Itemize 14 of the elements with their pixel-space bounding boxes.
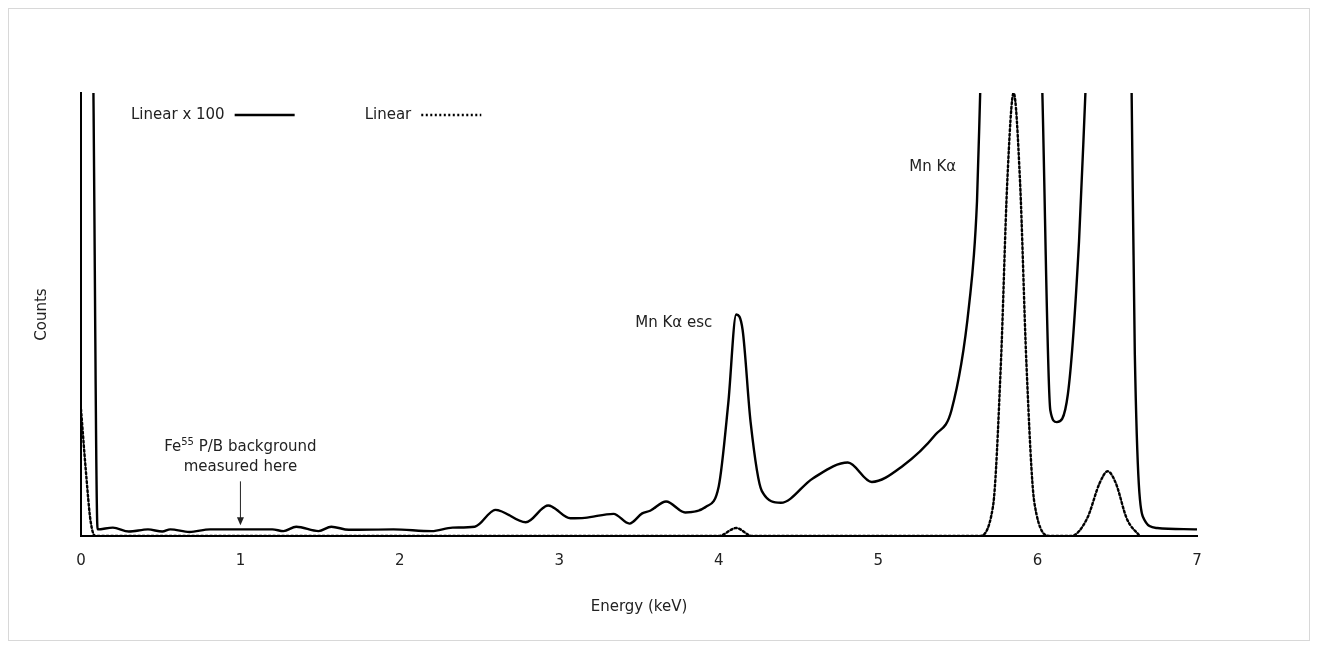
x-tick-label: 4 bbox=[713, 550, 724, 569]
x-tick-label: 3 bbox=[554, 550, 565, 569]
x-axis-title: Energy (keV) bbox=[590, 596, 688, 615]
y-axis-title: Counts bbox=[31, 288, 50, 341]
x-tick-label: 7 bbox=[1192, 550, 1202, 569]
x-tick-label: 0 bbox=[76, 550, 86, 569]
x-tick-label: 1 bbox=[235, 550, 246, 569]
annotation: Mn Kα bbox=[909, 157, 957, 176]
x-tick-label: 6 bbox=[1032, 550, 1043, 569]
legend-label: Linear x 100 bbox=[131, 104, 225, 123]
x-tick-label: 2 bbox=[395, 550, 405, 569]
annotation: Mn Kα esc bbox=[635, 312, 713, 331]
legend-label: Linear bbox=[364, 104, 413, 123]
x-tick-label: 5 bbox=[873, 550, 883, 569]
